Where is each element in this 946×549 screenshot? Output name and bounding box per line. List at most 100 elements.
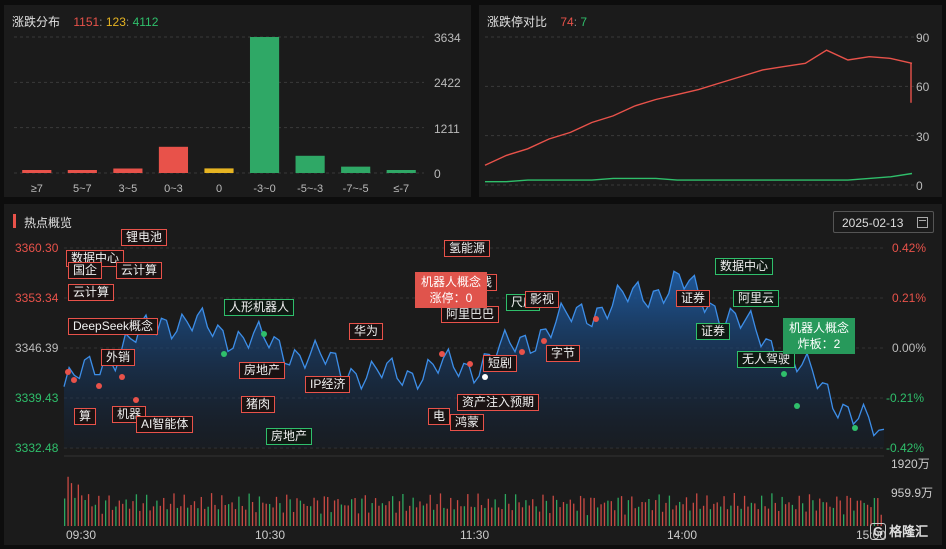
volume-bar — [569, 499, 571, 526]
volume-bar — [494, 499, 496, 526]
volume-bar — [234, 509, 237, 526]
volume-bar — [566, 503, 568, 526]
volume-bar — [747, 506, 749, 526]
tag-data-center-2[interactable]: 数据中心 — [715, 258, 774, 275]
volume-bar — [122, 503, 124, 526]
volume-bar — [648, 498, 650, 526]
volume-bar — [733, 493, 735, 526]
pct-tick-2: 0.00% — [892, 341, 927, 355]
volume-bar — [474, 507, 476, 526]
tag-securities-2[interactable]: 证券 — [696, 323, 731, 340]
date-value: 2025-02-13 — [842, 216, 904, 230]
event-dot — [467, 361, 473, 367]
tag-asset-injection[interactable]: 资产注入预期 — [457, 394, 540, 411]
volume-bar — [515, 494, 517, 526]
tag-compute[interactable]: 算 — [74, 408, 97, 425]
calendar-icon[interactable] — [917, 217, 928, 228]
volume-bar — [299, 500, 302, 526]
tag-hydrogen[interactable]: 氢能源 — [444, 240, 491, 257]
volume-bar — [689, 510, 691, 526]
event-dot — [852, 425, 858, 431]
volume-bar — [221, 495, 223, 526]
tag-cloud-computing-2[interactable]: 云计算 — [68, 284, 115, 301]
tag-securities[interactable]: 证券 — [676, 290, 711, 307]
volume-bar — [508, 503, 510, 526]
tag-lithium-battery[interactable]: 锂电池 — [121, 229, 168, 246]
tag-short-drama[interactable]: 短剧 — [483, 355, 518, 372]
break-bubble-title: 机器人概念 — [789, 321, 850, 335]
ratio-ytick-2: 30 — [916, 130, 930, 144]
volume-bar — [699, 508, 701, 526]
break-bubble[interactable]: 机器人概念 炸板：2 — [783, 318, 856, 354]
hot-overview-panel: 热点概览 2025-02-13 3360.30 3353.34 3346.39 … — [4, 204, 942, 545]
tag-power[interactable]: 电 — [428, 408, 451, 425]
volume-bar — [535, 506, 537, 526]
volume-bar — [204, 508, 206, 526]
tag-cloud-computing[interactable]: 云计算 — [116, 262, 163, 279]
tag-real-estate-2[interactable]: 房地产 — [266, 428, 313, 445]
volume-bar — [456, 500, 459, 526]
distribution-panel: 涨跌分布 1151: 123: 4112 ≥7 5~7 3~5 0~3 0 -3~0 -5~… — [4, 5, 471, 197]
volume-bar — [433, 509, 435, 526]
limit-ratio-title-text: 涨跌停对比 — [487, 15, 548, 29]
tag-alibaba[interactable]: 阿里巴巴 — [441, 306, 500, 323]
dist-xtick: 0~3 — [164, 183, 183, 195]
volume-bar — [385, 505, 387, 526]
volume-bar — [436, 504, 438, 526]
volume-bar — [313, 497, 315, 526]
volume-bar — [812, 500, 814, 526]
event-dot — [482, 374, 488, 380]
tag-deepseek[interactable]: DeepSeek概念 — [68, 318, 159, 335]
volume-bar — [771, 493, 773, 526]
volume-bar — [737, 505, 739, 526]
volume-bar — [91, 506, 93, 526]
volume-bar — [532, 499, 534, 526]
tag-soe[interactable]: 国企 — [68, 262, 103, 279]
volume-bar — [720, 506, 722, 526]
event-dot — [133, 397, 139, 403]
volume-bar — [853, 510, 855, 526]
tag-harmonyos[interactable]: 鸿蒙 — [450, 414, 485, 431]
volume-bar — [251, 501, 254, 526]
volume-bar — [361, 498, 363, 526]
tag-huawei[interactable]: 华为 — [349, 323, 384, 340]
volume-bar — [214, 504, 216, 526]
volume-bar — [197, 508, 199, 526]
volume-bar — [730, 505, 732, 526]
date-picker[interactable]: 2025-02-13 — [833, 211, 934, 233]
volume-bar — [573, 503, 575, 526]
volume-bar — [470, 506, 472, 526]
tag-export[interactable]: 外销 — [101, 349, 136, 366]
tag-autonomous-driving[interactable]: 无人驾驶 — [737, 351, 796, 368]
tag-humanoid-robot[interactable]: 人形机器人 — [224, 299, 295, 316]
volume-bar — [501, 509, 503, 526]
volume-bar — [586, 515, 589, 526]
limit-ratio-title: 涨跌停对比 74: 7 — [487, 15, 588, 29]
tag-bytedance[interactable]: 字节 — [546, 345, 581, 362]
volume-bar — [549, 513, 551, 526]
volume-bar — [207, 506, 209, 526]
tag-ip-economy[interactable]: IP经济 — [305, 376, 351, 393]
event-dot — [541, 338, 547, 344]
volume-bar — [132, 501, 134, 526]
tag-alibaba-cloud[interactable]: 阿里云 — [733, 290, 780, 307]
volume-bar — [610, 501, 612, 526]
volume-bar — [692, 502, 694, 526]
volume-bar — [320, 513, 322, 526]
volume-bar — [330, 512, 332, 526]
time-tick-1400: 14:00 — [667, 528, 698, 542]
volume-bar — [504, 494, 507, 526]
volume-bar — [463, 506, 466, 526]
volume-bar — [265, 503, 267, 526]
volume-bar — [491, 507, 493, 526]
volume-bar — [661, 511, 664, 526]
tag-film[interactable]: 影视 — [525, 291, 560, 308]
tag-pork[interactable]: 猪肉 — [241, 396, 276, 413]
dist-xtick: 0 — [216, 183, 222, 195]
limit-up-bubble[interactable]: 机器人概念 涨停：0 — [415, 272, 488, 308]
dist-bar — [67, 170, 97, 173]
tag-ai-agent[interactable]: AI智能体 — [136, 416, 194, 433]
volume-bar — [761, 495, 763, 526]
tag-real-estate[interactable]: 房地产 — [239, 362, 286, 379]
volume-bar — [843, 514, 845, 526]
